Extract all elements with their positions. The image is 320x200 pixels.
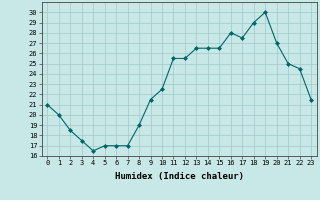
X-axis label: Humidex (Indice chaleur): Humidex (Indice chaleur) — [115, 172, 244, 181]
